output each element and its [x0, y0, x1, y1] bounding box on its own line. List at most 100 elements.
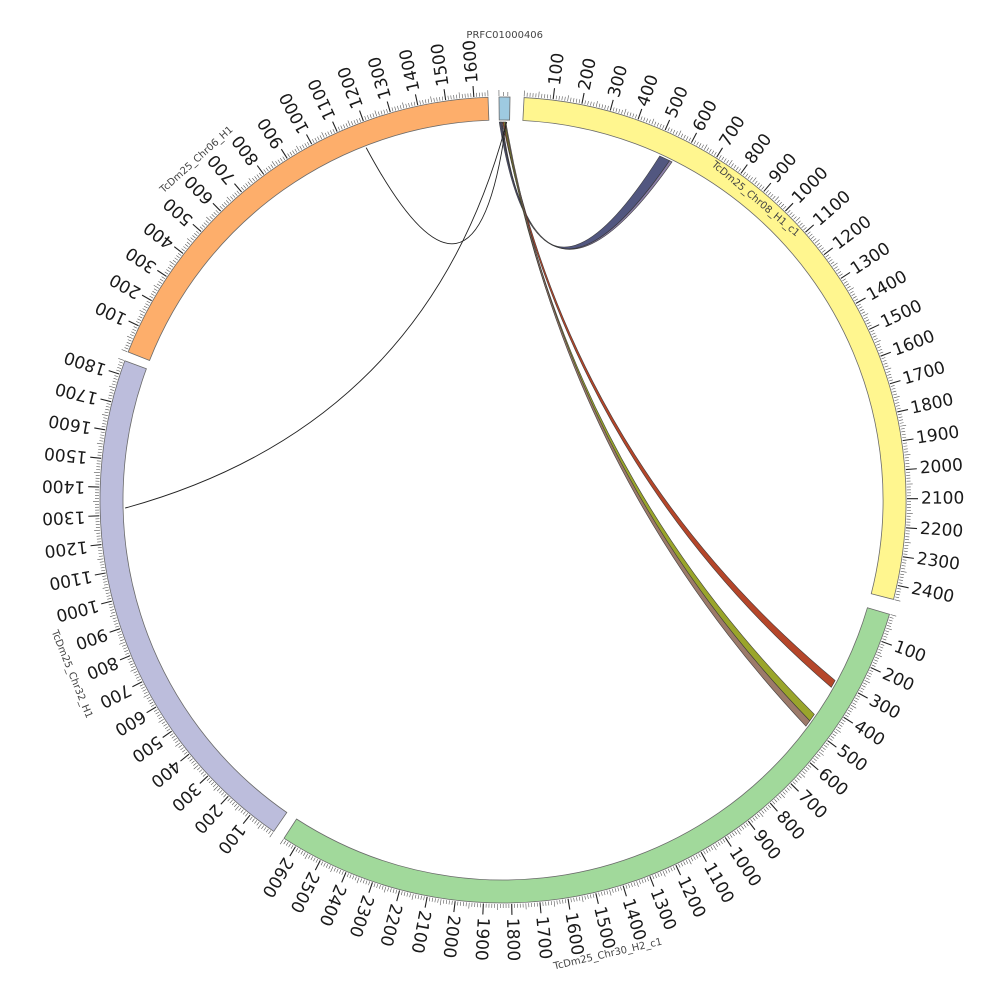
tick-label: 400: [140, 217, 178, 253]
tick-label: 100: [92, 297, 130, 329]
major-tick: [314, 860, 321, 871]
major-tick: [724, 837, 732, 847]
tick-label: 400: [850, 716, 888, 750]
tick-label: 2100: [407, 909, 435, 955]
tick-label: 500: [160, 193, 198, 230]
major-tick: [368, 882, 373, 893]
tick-label: 2500: [285, 868, 322, 916]
major-tick: [902, 556, 914, 559]
tick-label: 1600: [560, 911, 587, 957]
tick-label: 1600: [890, 326, 938, 360]
major-tick: [809, 762, 819, 771]
major-tick: [109, 628, 121, 633]
tick-label: 100: [213, 820, 249, 858]
tick-label: 200: [106, 269, 144, 302]
major-tick: [539, 902, 542, 914]
major-tick: [146, 706, 157, 714]
major-tick: [889, 380, 901, 385]
tick-label: 1800: [502, 918, 523, 962]
major-tick: [664, 119, 671, 131]
tick-label: 900: [254, 114, 288, 152]
tick-label: 1400: [863, 267, 911, 306]
tick-label: 1100: [304, 75, 340, 123]
major-tick: [581, 92, 585, 104]
major-tick: [90, 456, 102, 459]
tick-label: 100: [891, 637, 928, 667]
major-tick: [212, 202, 222, 212]
major-tick: [805, 224, 815, 233]
tick-label: 1600: [460, 39, 483, 84]
major-tick: [173, 246, 184, 254]
major-tick: [595, 893, 599, 905]
tick-label: 1300: [365, 54, 396, 101]
tick-label: 1700: [531, 915, 555, 960]
major-tick: [897, 409, 909, 413]
tick-label: 1200: [334, 64, 368, 112]
tick-label: 700: [716, 112, 750, 150]
tick-label: 1400: [396, 47, 425, 94]
major-tick: [763, 182, 772, 192]
major-tick: [906, 527, 918, 530]
tick-label: 300: [866, 691, 904, 724]
tick-label: 2200: [375, 902, 405, 949]
major-tick: [443, 89, 447, 101]
major-tick: [396, 890, 401, 902]
major-tick: [482, 903, 484, 915]
major-tick: [128, 320, 139, 327]
major-tick: [675, 864, 682, 876]
major-tick: [747, 820, 756, 831]
major-tick: [289, 846, 296, 857]
tick-label: 300: [122, 242, 160, 277]
tick-label: 800: [741, 130, 776, 168]
major-tick: [784, 202, 794, 212]
major-tick: [162, 730, 173, 738]
tick-label: 2300: [915, 549, 961, 575]
links-layer: [124, 121, 836, 727]
tick-label: 2100: [921, 489, 964, 509]
major-tick: [840, 271, 851, 279]
tick-label: 900: [749, 826, 785, 864]
major-tick: [119, 655, 131, 661]
major-tick: [199, 775, 209, 784]
major-tick: [905, 468, 917, 471]
major-tick: [870, 667, 881, 673]
tick-label: 1500: [43, 442, 88, 466]
tick-label: 800: [772, 807, 808, 845]
ideogram-chr08: [522, 97, 907, 600]
minor-ticks-chr30: [279, 614, 897, 910]
tick-label: 1500: [428, 42, 454, 88]
tick-label: 1300: [646, 886, 680, 934]
ideogram-chr30: [283, 607, 890, 904]
tick-label: 1000: [276, 89, 314, 137]
tick-label: 600: [689, 97, 722, 135]
tick-label: 2400: [909, 579, 956, 608]
tick-label: 1900: [471, 917, 493, 961]
major-tick: [855, 297, 866, 304]
ideogram-chr06: [127, 96, 490, 362]
major-tick: [902, 438, 914, 442]
tick-label: 100: [545, 52, 569, 87]
tick-layer: [88, 86, 918, 915]
major-tick: [94, 572, 106, 576]
minor-ticks-chr08: [523, 90, 913, 602]
major-tick: [101, 600, 112, 605]
tick-label: 2300: [344, 892, 377, 939]
major-tick: [609, 99, 614, 111]
tick-label: 500: [662, 83, 693, 121]
major-tick: [552, 88, 556, 100]
major-tick: [769, 802, 778, 812]
major-tick: [108, 370, 120, 375]
major-tick: [649, 876, 655, 887]
major-tick: [424, 896, 428, 908]
tick-label: 1100: [699, 859, 738, 907]
major-tick: [132, 681, 143, 688]
major-tick: [567, 898, 571, 910]
major-tick: [823, 247, 834, 256]
tick-label: 1500: [589, 905, 618, 952]
major-tick: [359, 110, 364, 122]
major-tick: [386, 101, 391, 113]
major-tick: [180, 753, 190, 762]
major-tick: [790, 783, 799, 792]
tick-label: 1800: [62, 347, 109, 379]
